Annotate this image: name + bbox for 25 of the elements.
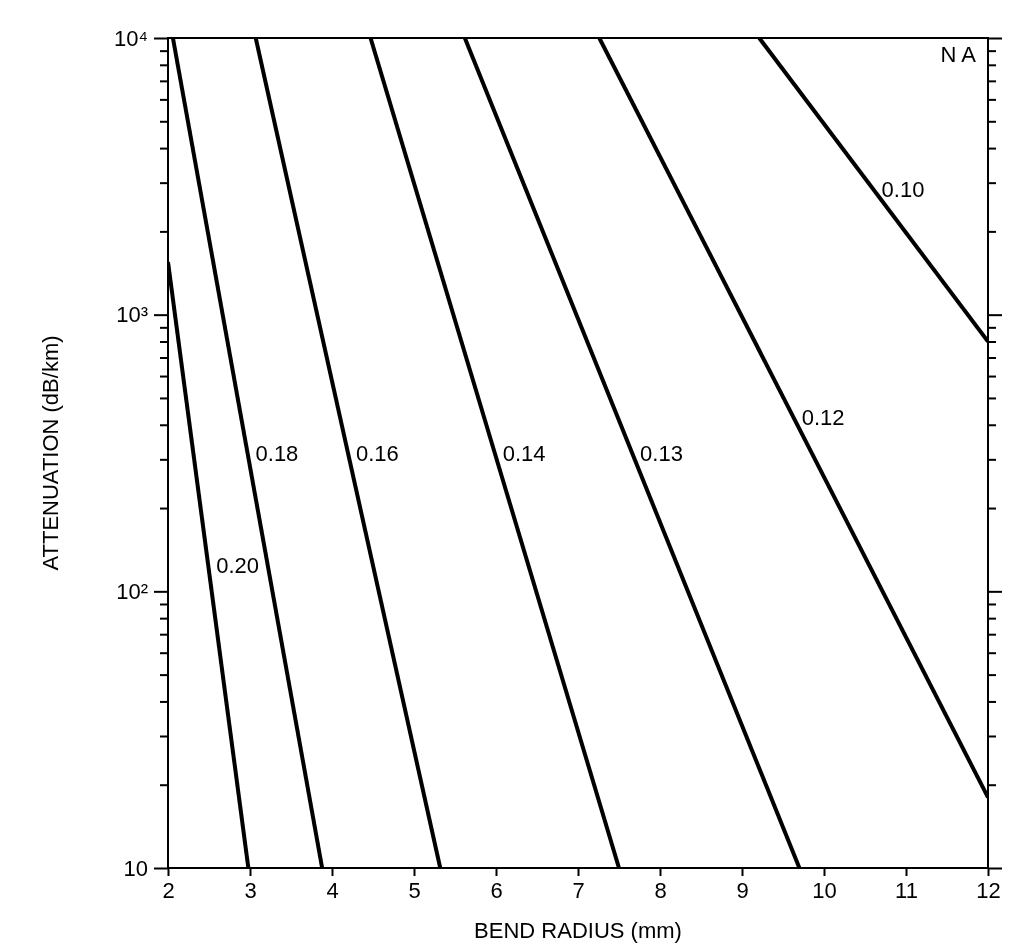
y-tick-label: 10 [123, 855, 148, 881]
x-tick-label: 9 [736, 877, 749, 903]
x-tick-label: 10 [812, 877, 837, 903]
series-label: 0.13 [640, 440, 683, 466]
series-label: 0.14 [502, 440, 546, 466]
x-tick-label: 12 [976, 877, 1001, 903]
series-label: 0.12 [801, 405, 845, 431]
series-label: 0.20 [216, 552, 260, 578]
x-tick-label: 3 [244, 877, 257, 903]
x-tick-label: 8 [654, 877, 667, 903]
y-tick-label: 10² [116, 578, 148, 604]
series-label: 0.16 [355, 440, 399, 466]
series-label: 0.18 [255, 440, 299, 466]
y-tick-label: 10⁴ [114, 25, 148, 51]
y-tick-label: 10³ [116, 302, 148, 328]
x-tick-label: 7 [572, 877, 585, 903]
x-tick-label: 5 [408, 877, 421, 903]
x-tick-label: 2 [162, 877, 175, 903]
x-tick-label: 11 [895, 877, 918, 903]
x-tick-label: 4 [326, 877, 339, 903]
y-axis-title: ATTENUATION (dB/km) [38, 335, 63, 571]
legend-title: N A [940, 42, 977, 67]
x-tick-label: 6 [490, 877, 503, 903]
x-axis-title: BEND RADIUS (mm) [474, 918, 682, 943]
series-label: 0.10 [881, 177, 925, 203]
